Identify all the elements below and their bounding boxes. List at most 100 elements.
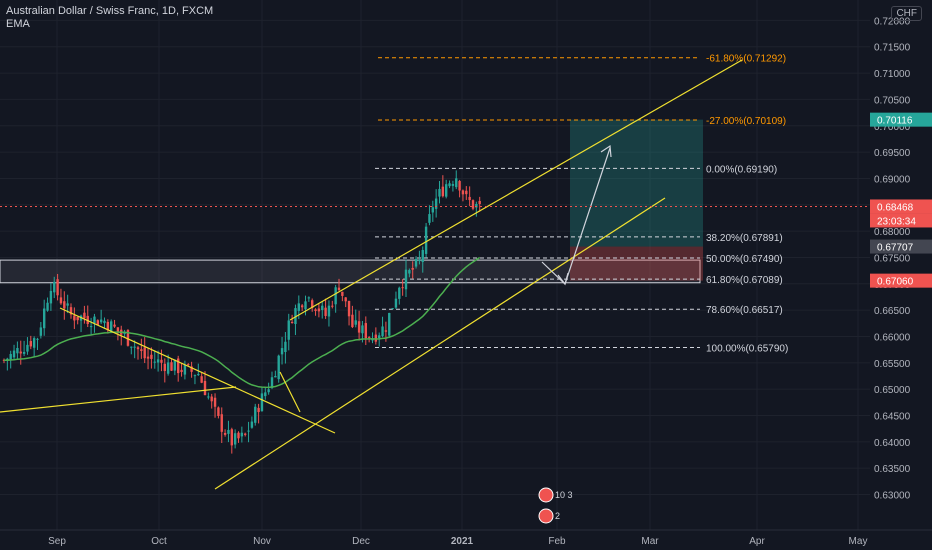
symbol-title[interactable]: Australian Dollar / Swiss Franc, 1D, FXC… bbox=[6, 5, 214, 17]
stop-zone bbox=[570, 246, 703, 281]
candle bbox=[197, 374, 200, 376]
time-tick-label: Oct bbox=[151, 536, 167, 547]
candle bbox=[300, 305, 304, 308]
candle bbox=[133, 346, 136, 348]
candle bbox=[324, 307, 327, 316]
price-badge bbox=[870, 112, 932, 127]
time-tick-label: Mar bbox=[641, 536, 659, 547]
candle bbox=[431, 207, 434, 213]
candle bbox=[438, 188, 441, 197]
candle bbox=[357, 321, 361, 333]
candle bbox=[274, 375, 277, 378]
candle bbox=[455, 178, 458, 188]
candle bbox=[160, 359, 163, 363]
candle bbox=[89, 326, 93, 328]
event-count: 10 3 bbox=[555, 490, 573, 500]
price-tick-label: 0.65000 bbox=[874, 385, 911, 396]
candle bbox=[367, 337, 371, 339]
candle bbox=[187, 364, 190, 366]
candle bbox=[445, 184, 448, 197]
candle bbox=[203, 380, 207, 396]
candle bbox=[421, 250, 424, 262]
time-tick-label: Nov bbox=[253, 536, 271, 547]
candle bbox=[465, 190, 468, 195]
candle bbox=[227, 429, 230, 434]
price-tick-label: 0.69000 bbox=[874, 174, 911, 185]
candle bbox=[29, 341, 32, 347]
candle bbox=[347, 300, 351, 317]
candle bbox=[264, 392, 267, 397]
candle bbox=[150, 354, 153, 359]
candle bbox=[428, 214, 431, 223]
price-badge-label: 0.68468 bbox=[877, 202, 914, 213]
candle bbox=[153, 361, 156, 363]
candle bbox=[140, 349, 143, 352]
candle bbox=[287, 320, 290, 340]
candle bbox=[475, 203, 478, 208]
price-badge bbox=[870, 239, 932, 254]
candle bbox=[39, 327, 43, 336]
candle bbox=[250, 421, 254, 428]
candle bbox=[351, 314, 354, 328]
indicator-label[interactable]: EMA bbox=[6, 18, 30, 30]
target-zone bbox=[570, 119, 703, 247]
candle bbox=[478, 200, 481, 205]
candle bbox=[277, 355, 280, 380]
candle bbox=[93, 316, 96, 324]
candle bbox=[110, 321, 113, 334]
candle bbox=[304, 301, 307, 310]
arrow-head-down bbox=[557, 272, 569, 286]
time-tick-label: May bbox=[849, 536, 868, 547]
currency-label: CHF bbox=[891, 6, 922, 21]
time-tick-label: Sep bbox=[48, 536, 66, 547]
price-badge-label: 0.67707 bbox=[877, 243, 914, 254]
candle bbox=[418, 259, 421, 261]
event-count: 2 bbox=[555, 511, 560, 521]
price-tick-label: 0.66000 bbox=[874, 332, 911, 343]
candle bbox=[230, 429, 233, 446]
candle bbox=[193, 375, 197, 377]
candle bbox=[461, 190, 465, 195]
event-marker: 10 3 bbox=[538, 487, 573, 503]
candle bbox=[103, 320, 106, 324]
candle bbox=[471, 200, 475, 209]
candle bbox=[260, 393, 264, 412]
candle bbox=[280, 348, 284, 355]
price-badge-label: 0.70116 bbox=[877, 116, 913, 127]
candle bbox=[146, 356, 150, 359]
candle bbox=[391, 308, 394, 310]
candle bbox=[334, 287, 337, 305]
candle bbox=[19, 351, 22, 354]
price-tick-label: 0.64500 bbox=[874, 412, 911, 423]
candle bbox=[401, 287, 404, 289]
candle bbox=[284, 341, 287, 353]
candle bbox=[130, 346, 133, 348]
candle bbox=[378, 335, 381, 339]
time-tick-label: Dec bbox=[352, 536, 370, 547]
candle bbox=[290, 321, 294, 324]
fib-level-label: 38.20%(0.67891) bbox=[706, 233, 783, 244]
fib-level-label: 0.00%(0.69190) bbox=[706, 164, 777, 175]
candle bbox=[113, 324, 116, 327]
candle bbox=[247, 430, 250, 432]
candle bbox=[294, 308, 297, 325]
candle bbox=[337, 287, 341, 291]
price-tick-label: 0.65500 bbox=[874, 359, 911, 370]
candle bbox=[207, 396, 210, 398]
candle bbox=[468, 196, 471, 201]
price-tick-label: 0.63000 bbox=[874, 491, 911, 502]
candle bbox=[49, 290, 53, 304]
candle bbox=[408, 270, 411, 274]
price-tick-label: 0.70500 bbox=[874, 95, 911, 106]
price-tick-label: 0.64000 bbox=[874, 438, 911, 449]
candle bbox=[123, 333, 126, 335]
price-tick-label: 0.72000 bbox=[874, 16, 911, 27]
candle bbox=[166, 362, 170, 374]
candle bbox=[257, 407, 260, 413]
trend-line bbox=[0, 386, 237, 413]
candle bbox=[32, 338, 36, 348]
candle bbox=[297, 303, 300, 311]
event-marker: 2 bbox=[538, 508, 560, 524]
time-axis-panel bbox=[0, 530, 932, 550]
